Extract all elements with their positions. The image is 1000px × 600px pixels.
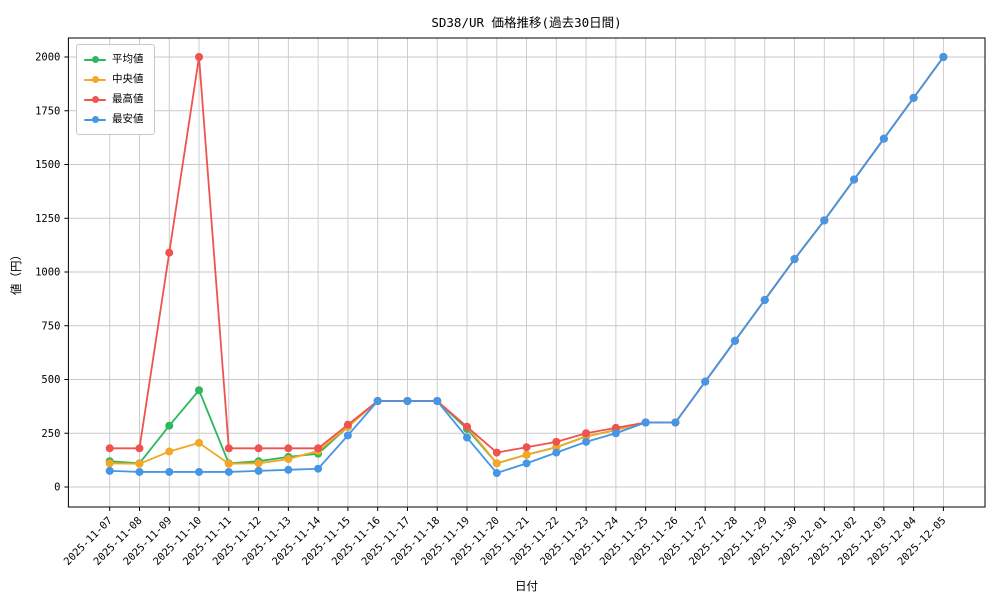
series-marker-2 xyxy=(314,444,323,453)
series-marker-1 xyxy=(492,459,501,468)
series-marker-1 xyxy=(284,455,293,464)
series-marker-2 xyxy=(343,420,352,429)
legend-line-dot-icon xyxy=(84,96,106,104)
series-marker-0 xyxy=(165,421,174,430)
y-tick-label: 2000 xyxy=(35,52,60,64)
series-marker-3 xyxy=(463,433,471,442)
series-marker-1 xyxy=(165,447,174,456)
legend: 平均値中央値最高値最安値 xyxy=(76,44,155,135)
y-tick-label: 250 xyxy=(41,428,60,440)
legend-label: 中央値 xyxy=(112,73,144,86)
y-tick-label: 1250 xyxy=(35,213,60,225)
series-marker-1 xyxy=(105,459,114,468)
series-marker-3 xyxy=(254,466,263,475)
series-marker-3 xyxy=(611,429,620,438)
series-marker-3 xyxy=(909,93,918,102)
series-marker-3 xyxy=(314,464,323,473)
series-marker-3 xyxy=(701,377,710,386)
series-marker-2 xyxy=(284,444,293,453)
series-marker-3 xyxy=(135,467,144,476)
series-marker-2 xyxy=(165,248,174,257)
series-marker-3 xyxy=(582,437,591,446)
legend-label: 最高値 xyxy=(112,93,144,106)
series-marker-3 xyxy=(879,134,888,143)
series-marker-2 xyxy=(254,444,263,453)
y-tick-label: 500 xyxy=(41,374,60,386)
chart-title: SD38/UR 価格推移(過去30日間) xyxy=(431,15,622,30)
series-marker-2 xyxy=(195,53,204,61)
series-marker-3 xyxy=(284,465,293,474)
legend-item-1: 中央値 xyxy=(84,70,144,89)
series-marker-3 xyxy=(105,466,114,475)
series-marker-2 xyxy=(224,444,233,453)
legend-item-3: 最安値 xyxy=(84,110,144,129)
series-marker-0 xyxy=(195,386,204,395)
series-marker-3 xyxy=(939,53,948,61)
series-marker-1 xyxy=(195,438,204,447)
series-marker-1 xyxy=(224,459,233,468)
series-marker-2 xyxy=(105,444,114,453)
series-marker-3 xyxy=(850,175,859,184)
series-marker-1 xyxy=(135,459,144,468)
series-marker-2 xyxy=(463,422,471,431)
y-tick-label: 1500 xyxy=(35,159,60,171)
series-marker-3 xyxy=(195,467,204,476)
legend-line-dot-icon xyxy=(84,116,106,124)
series-marker-3 xyxy=(343,431,352,440)
series-marker-3 xyxy=(403,397,412,405)
y-tick-label: 1750 xyxy=(35,105,60,117)
series-marker-2 xyxy=(582,429,591,438)
series-marker-3 xyxy=(224,467,233,476)
series-marker-3 xyxy=(552,448,561,457)
series-marker-3 xyxy=(760,295,769,304)
series-marker-2 xyxy=(522,443,531,452)
series-marker-3 xyxy=(730,336,739,345)
y-tick-label: 1000 xyxy=(35,267,60,279)
series-marker-1 xyxy=(522,450,531,459)
legend-label: 最安値 xyxy=(112,113,144,126)
series-marker-2 xyxy=(135,444,144,453)
legend-item-0: 平均値 xyxy=(84,50,144,69)
series-marker-1 xyxy=(254,459,263,468)
series-marker-3 xyxy=(492,469,501,478)
series-marker-3 xyxy=(522,459,531,468)
series-marker-3 xyxy=(373,397,382,405)
series-marker-3 xyxy=(641,418,650,427)
x-axis-label: 日付 xyxy=(515,579,538,593)
legend-line-dot-icon xyxy=(84,56,106,64)
series-marker-3 xyxy=(433,397,442,405)
series-marker-2 xyxy=(492,448,501,457)
legend-line-dot-icon xyxy=(84,76,106,84)
y-tick-label: 750 xyxy=(41,320,60,332)
series-marker-2 xyxy=(552,437,561,446)
series-marker-3 xyxy=(165,467,174,476)
series-marker-3 xyxy=(820,216,829,225)
series-marker-3 xyxy=(790,255,799,264)
legend-label: 平均値 xyxy=(112,53,144,66)
y-tick-label: 0 xyxy=(54,482,60,494)
legend-item-2: 最高値 xyxy=(84,90,144,109)
series-marker-3 xyxy=(671,418,680,427)
